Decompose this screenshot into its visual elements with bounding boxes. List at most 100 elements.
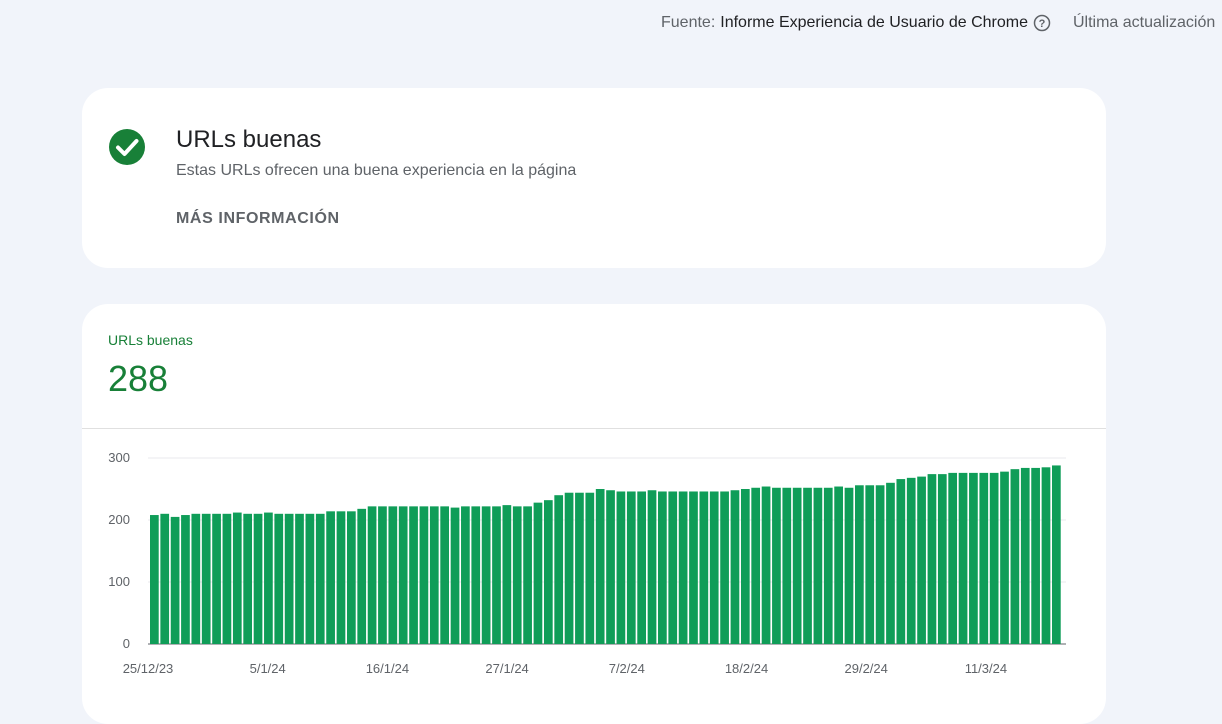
chart-bar[interactable] — [616, 491, 626, 644]
chart-bar[interactable] — [886, 482, 895, 644]
chart-bar[interactable] — [367, 506, 377, 644]
chart-bar[interactable] — [896, 479, 906, 644]
chart-bar[interactable] — [554, 495, 564, 644]
chart-bar[interactable] — [699, 491, 709, 644]
chart-bar[interactable] — [740, 489, 750, 644]
last-update-label: Última actualización — [1072, 14, 1216, 31]
y-tick-label: 200 — [108, 512, 130, 527]
chart-bar[interactable] — [543, 500, 553, 644]
chart-bar[interactable] — [585, 492, 595, 644]
chart-bar[interactable] — [212, 513, 221, 644]
bar-chart: 0 100 200 300 25/12/23 5/1/24 16/1/24 27/1/24 7/… — [108, 450, 1066, 676]
chart-bar[interactable] — [772, 487, 781, 644]
chart-bar[interactable] — [575, 492, 584, 644]
chart-bar[interactable] — [813, 487, 823, 644]
chart-bar[interactable] — [1031, 467, 1040, 644]
chart-bar[interactable] — [564, 492, 574, 644]
chart-bar[interactable] — [637, 491, 646, 644]
chart-bar[interactable] — [647, 490, 657, 644]
chart-bar[interactable] — [326, 511, 335, 644]
chart-bar[interactable] — [720, 491, 729, 644]
chart-bar[interactable] — [1041, 467, 1051, 644]
chart-bar[interactable] — [295, 513, 304, 644]
chart-bar[interactable] — [170, 516, 180, 644]
chart-bar[interactable] — [492, 506, 501, 644]
chart-bar[interactable] — [927, 474, 937, 644]
chart-bar[interactable] — [595, 489, 605, 644]
chart-bar[interactable] — [398, 506, 408, 644]
chart-bar[interactable] — [792, 487, 802, 644]
chart-bar[interactable] — [937, 474, 947, 644]
chart-bar[interactable] — [823, 487, 833, 644]
help-circle-icon[interactable]: ? — [1033, 14, 1051, 32]
chart-bar[interactable] — [989, 472, 999, 644]
chart-bar[interactable] — [181, 515, 190, 644]
chart-bar[interactable] — [865, 485, 875, 644]
chart-bar[interactable] — [357, 508, 367, 644]
chart-bar[interactable] — [305, 513, 315, 644]
chart-bar[interactable] — [948, 472, 958, 644]
chart-bar[interactable] — [471, 506, 481, 644]
chart-bar[interactable] — [834, 486, 843, 644]
chart-bar[interactable] — [523, 506, 532, 644]
chart-bar[interactable] — [388, 506, 398, 644]
chart-bar[interactable] — [533, 502, 543, 644]
chart-bar[interactable] — [160, 513, 170, 644]
chart-bar[interactable] — [958, 472, 968, 644]
x-tick-label: 25/12/23 — [123, 661, 174, 676]
chart-bar[interactable] — [264, 512, 273, 644]
x-tick-label: 5/1/24 — [250, 661, 286, 676]
chart-bar[interactable] — [689, 491, 698, 644]
chart-bar[interactable] — [512, 506, 522, 644]
chart-bar[interactable] — [730, 490, 740, 644]
chart-bar[interactable] — [782, 487, 792, 644]
chart-bar[interactable] — [232, 512, 242, 644]
chart-bar[interactable] — [191, 513, 201, 644]
metric-value: 288 — [108, 358, 169, 399]
chart-bar[interactable] — [346, 511, 356, 644]
chart-bar[interactable] — [626, 491, 636, 644]
chart-bar[interactable] — [461, 506, 470, 644]
chart-bar[interactable] — [481, 506, 491, 644]
chart-bar[interactable] — [222, 513, 232, 644]
chart-bar[interactable] — [917, 476, 926, 644]
chart-bar[interactable] — [150, 515, 159, 644]
x-tick-label: 11/3/24 — [965, 661, 1007, 676]
chart-bar[interactable] — [855, 485, 864, 644]
chart-bar[interactable] — [761, 486, 771, 644]
chart-bar[interactable] — [378, 506, 387, 644]
chart-bar[interactable] — [906, 477, 916, 644]
chart-bar[interactable] — [803, 487, 812, 644]
chart-bar[interactable] — [1010, 469, 1020, 644]
chart-bar[interactable] — [440, 506, 450, 644]
chart-bar[interactable] — [201, 513, 211, 644]
chart-bar[interactable] — [1052, 465, 1061, 644]
chart-bar[interactable] — [1020, 467, 1030, 644]
chart-bar[interactable] — [243, 513, 253, 644]
chart-bar[interactable] — [429, 506, 439, 644]
chart-card: URLs buenas 288 0 100 200 300 25/12/23 5/1/24… — [82, 304, 1106, 724]
chart-bar[interactable] — [875, 485, 885, 644]
chart-bar[interactable] — [315, 513, 325, 644]
chart-bar[interactable] — [658, 491, 667, 644]
chart-bar[interactable] — [284, 513, 294, 644]
chart-bar[interactable] — [502, 505, 512, 644]
source-bar: Fuente: Informe Experiencia de Usuario d… — [661, 14, 1215, 32]
chart-bar[interactable] — [409, 506, 418, 644]
chart-bar[interactable] — [709, 491, 719, 644]
chart-bar[interactable] — [450, 507, 460, 644]
chart-bar[interactable] — [979, 472, 989, 644]
chart-bar[interactable] — [336, 511, 346, 644]
chart-bar[interactable] — [678, 491, 688, 644]
chart-bar[interactable] — [1000, 471, 1009, 644]
chart-bar[interactable] — [751, 487, 761, 644]
chart-bar[interactable] — [274, 513, 284, 644]
chart-bar[interactable] — [253, 513, 263, 644]
chart-bar[interactable] — [668, 491, 678, 644]
more-info-button[interactable]: MÁS INFORMACIÓN — [176, 210, 340, 227]
y-tick-label: 300 — [108, 450, 130, 465]
chart-bar[interactable] — [606, 490, 615, 644]
chart-bar[interactable] — [419, 506, 429, 644]
chart-bar[interactable] — [969, 472, 978, 644]
chart-bar[interactable] — [844, 487, 854, 644]
